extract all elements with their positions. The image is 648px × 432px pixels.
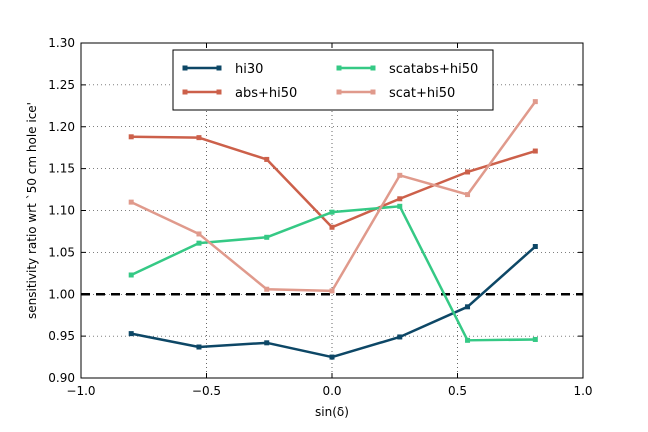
legend-swatch-marker <box>216 89 222 95</box>
y-tick-label: 1.20 <box>48 120 75 134</box>
legend-swatch-marker <box>182 89 188 95</box>
y-axis-label: sensitivity ratio wrt `50 cm hole ice' <box>25 102 39 319</box>
x-tick-label: −0.5 <box>192 384 221 398</box>
axis-ticks: −1.0 −0.5 0.0 0.5 1.0 0.90 0.95 1.00 1.05 1.10 1.1… <box>48 36 592 398</box>
y-tick-label: 1.25 <box>48 78 75 92</box>
data-point <box>465 337 471 343</box>
y-tick-label: 1.00 <box>48 287 75 301</box>
legend-swatch-marker <box>370 65 376 71</box>
x-tick-label: −1.0 <box>66 384 95 398</box>
x-tick-label: 1.0 <box>573 384 592 398</box>
x-axis-label: sin(δ) <box>315 405 349 419</box>
data-point <box>329 224 335 230</box>
y-tick-label: 1.05 <box>48 245 75 259</box>
y-tick-label: 0.90 <box>48 371 75 385</box>
x-tick-label: 0.5 <box>448 384 467 398</box>
data-point <box>532 99 538 105</box>
legend-label: hi30 <box>235 62 263 77</box>
data-point <box>329 209 335 215</box>
y-tick-label: 1.15 <box>48 162 75 176</box>
data-point <box>465 304 471 310</box>
data-point <box>128 272 134 278</box>
legend-label: scat+hi50 <box>389 86 455 101</box>
legend-label: scatabs+hi50 <box>389 62 478 77</box>
y-tick-label: 1.10 <box>48 204 75 218</box>
data-point <box>128 331 134 337</box>
data-point <box>264 340 270 346</box>
legend-box <box>172 49 494 111</box>
y-tick-label: 0.95 <box>48 329 75 343</box>
legend-swatch-marker <box>370 89 376 95</box>
data-point <box>397 172 403 178</box>
data-point <box>196 231 202 237</box>
data-point <box>532 336 538 342</box>
data-point <box>128 134 134 140</box>
data-point <box>329 354 335 360</box>
x-tick-label: 0.0 <box>322 384 341 398</box>
data-point <box>329 288 335 294</box>
data-point <box>264 234 270 240</box>
data-point <box>196 344 202 350</box>
legend-swatch-marker <box>336 65 342 71</box>
data-point <box>397 203 403 209</box>
y-tick-label: 1.30 <box>48 36 75 50</box>
data-point <box>465 169 471 175</box>
data-point <box>532 244 538 250</box>
legend-swatch-marker <box>336 89 342 95</box>
legend-swatch-marker <box>182 65 188 71</box>
data-point <box>397 334 403 340</box>
data-point <box>196 135 202 141</box>
data-point <box>264 156 270 162</box>
series-group <box>128 99 538 360</box>
data-point <box>264 286 270 292</box>
data-point <box>128 199 134 205</box>
legend-swatch-marker <box>216 65 222 71</box>
data-point <box>397 196 403 202</box>
data-point <box>196 240 202 246</box>
data-point <box>465 192 471 198</box>
data-point <box>532 148 538 154</box>
legend-label: abs+hi50 <box>235 86 297 101</box>
legend: hi30 abs+hi50 scatabs+hi50 scat+hi50 <box>172 49 494 111</box>
